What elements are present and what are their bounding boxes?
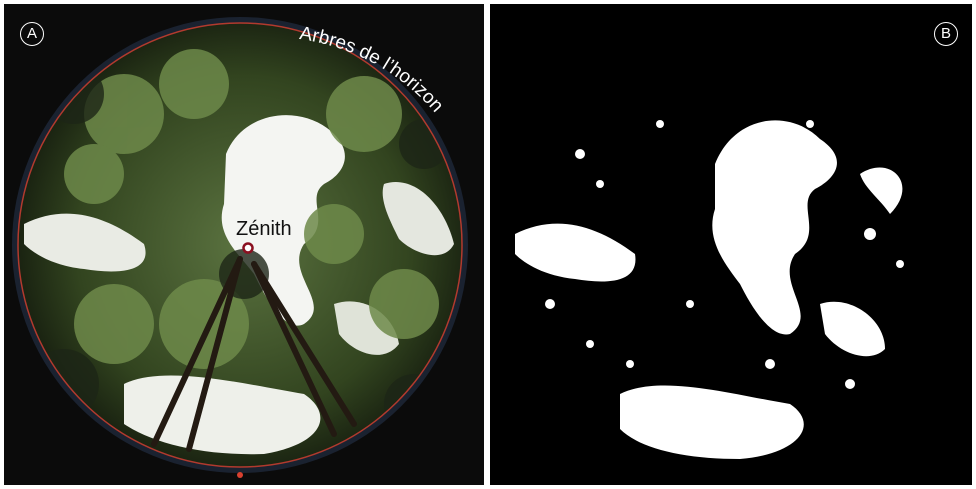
sky-gap-right	[382, 182, 454, 256]
sky-gap-center	[221, 115, 345, 326]
panel-b-badge: B	[934, 22, 958, 46]
canopy-image	[18, 23, 462, 467]
panel-b-binary-image: B	[490, 4, 972, 485]
fisheye-photo-svg: Arbres de l’horizon	[12, 17, 468, 478]
panel-a-fisheye-photo: Arbres de l’horizon A Zénith	[4, 4, 484, 485]
binary-image-svg	[490, 4, 972, 485]
sky-gap-left	[24, 213, 146, 272]
south-marker	[237, 472, 243, 478]
panel-a-badge: A	[20, 22, 44, 46]
zenith-label: Zénith	[236, 218, 292, 240]
horizon-circle	[17, 22, 463, 468]
binary-sky-pixels	[515, 120, 904, 459]
sky-gap-bottom	[124, 375, 321, 455]
zenith-marker	[242, 242, 254, 254]
